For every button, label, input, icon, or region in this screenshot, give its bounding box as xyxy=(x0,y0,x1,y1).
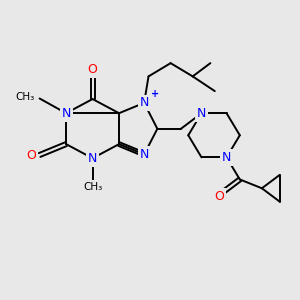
Text: N: N xyxy=(61,107,71,120)
Text: N: N xyxy=(140,96,149,110)
Text: N: N xyxy=(222,151,231,164)
Text: CH₃: CH₃ xyxy=(15,92,34,102)
Text: N: N xyxy=(197,107,206,120)
Text: O: O xyxy=(214,190,224,203)
Text: +: + xyxy=(151,89,159,99)
Text: O: O xyxy=(26,148,36,161)
Text: CH₃: CH₃ xyxy=(83,182,102,192)
Text: O: O xyxy=(88,63,98,76)
Text: N: N xyxy=(88,152,97,165)
Text: N: N xyxy=(140,148,149,161)
